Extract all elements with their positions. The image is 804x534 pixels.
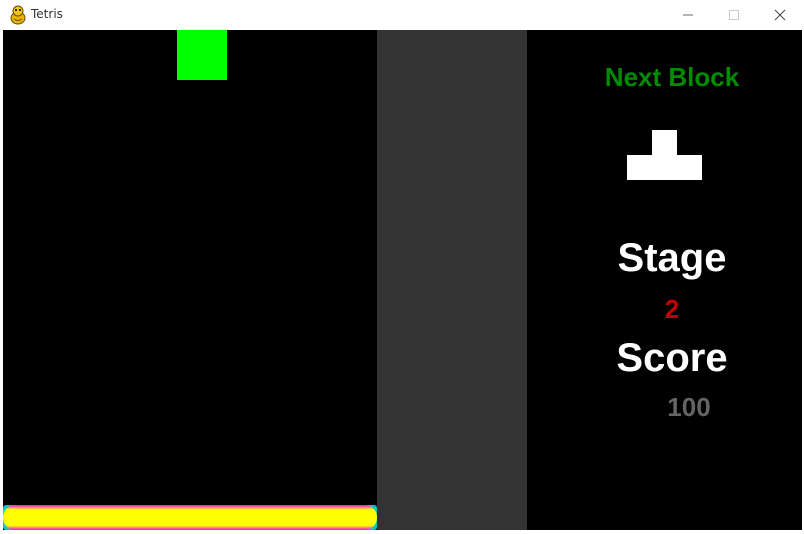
pygame-snake-icon [9, 5, 27, 25]
score-label: Score [616, 336, 728, 380]
falling-block [177, 30, 227, 80]
close-icon [774, 9, 786, 21]
progress-fill [3, 505, 377, 530]
close-button[interactable] [757, 0, 803, 30]
title-bar[interactable]: Tetris [0, 0, 804, 30]
minimize-icon [683, 14, 693, 16]
maximize-button[interactable] [711, 0, 757, 30]
next-block-label: Next Block [604, 62, 740, 92]
stage-value: 2 [664, 294, 680, 324]
score-value: 100 [667, 392, 711, 422]
divider-column [377, 30, 527, 530]
window-title: Tetris [31, 7, 63, 21]
stage-label: Stage [617, 236, 727, 280]
next-block-cell [677, 155, 702, 180]
info-panel: Next Block Stage 2 Score 100 [527, 30, 802, 530]
playfield[interactable] [3, 30, 377, 530]
maximize-icon [729, 10, 739, 20]
minimize-button[interactable] [665, 0, 711, 30]
next-block-cell [652, 155, 677, 180]
next-block-cell [652, 130, 677, 155]
next-block-preview [627, 130, 703, 182]
progress-bar [3, 505, 377, 530]
next-block-cell [627, 155, 652, 180]
game-canvas[interactable]: Next Block Stage 2 Score 100 [3, 30, 802, 530]
